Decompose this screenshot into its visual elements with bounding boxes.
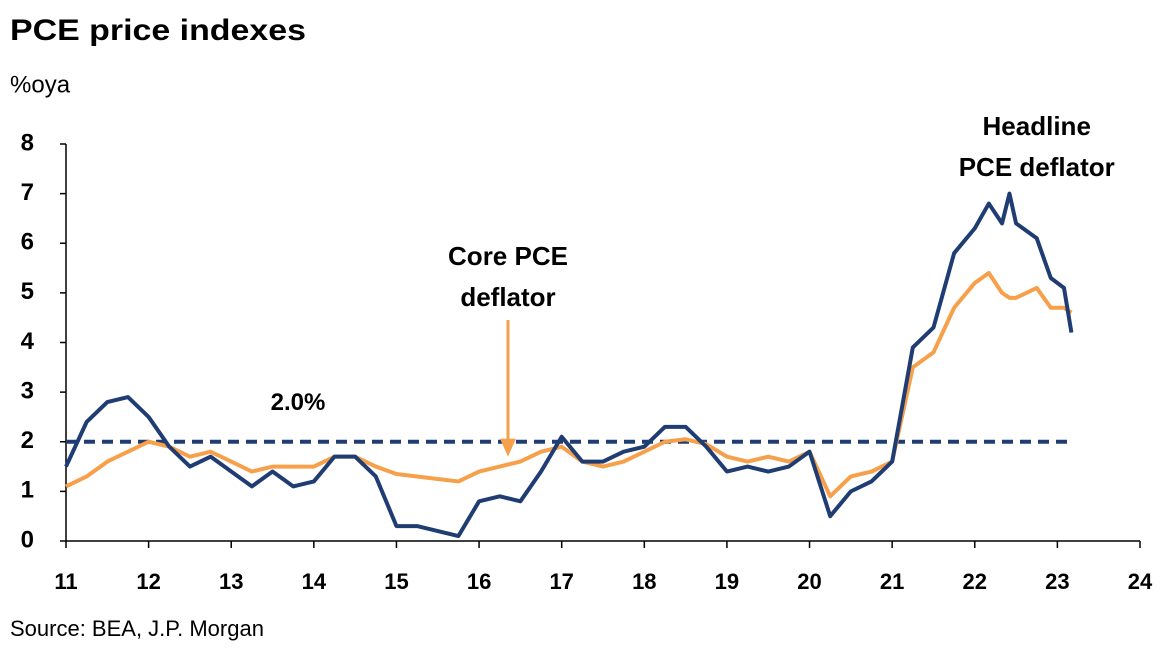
- x-tick-label: 14: [302, 569, 327, 594]
- annotation: Headline: [983, 111, 1091, 141]
- x-tick-label: 18: [632, 569, 656, 594]
- x-tick-label: 24: [1128, 569, 1153, 594]
- series-line: [64, 191, 1074, 539]
- source: Source: BEA, J.P. Morgan: [10, 616, 264, 641]
- y-tick-label: 1: [21, 477, 34, 504]
- chart-title: PCE price indexes: [10, 14, 306, 47]
- y-tick-label: 8: [21, 129, 34, 156]
- x-tick-label: 19: [715, 569, 739, 594]
- y-tick-label: 6: [21, 229, 34, 256]
- x-tick-label: 17: [549, 569, 573, 594]
- annotation: PCE deflator: [959, 152, 1115, 182]
- x-tick-label: 21: [880, 569, 904, 594]
- x-tick-label: 23: [1045, 569, 1069, 594]
- series-line: [65, 271, 1073, 499]
- y-tick-label: 3: [21, 377, 34, 404]
- x-tick-label: 22: [963, 569, 987, 594]
- y-tick-label: 5: [21, 278, 34, 305]
- x-tick-label: 11: [54, 569, 77, 594]
- y-tick-label: 7: [21, 179, 34, 206]
- annotation: deflator: [460, 282, 555, 312]
- reference-label: 2.0%: [271, 389, 326, 416]
- x-tick-label: 12: [136, 569, 160, 594]
- annotation: Core PCE: [448, 241, 568, 271]
- y-tick-label: 4: [21, 328, 35, 355]
- x-tick-label: 15: [384, 569, 408, 594]
- x-tick-label: 20: [797, 569, 821, 594]
- subtitle: %oya: [10, 71, 71, 98]
- x-tick-label: 16: [467, 569, 491, 594]
- annotation-arrowhead: [499, 438, 516, 457]
- y-tick-label: 2: [21, 427, 34, 454]
- x-tick-label: 13: [219, 569, 243, 594]
- y-tick-label: 0: [21, 526, 34, 553]
